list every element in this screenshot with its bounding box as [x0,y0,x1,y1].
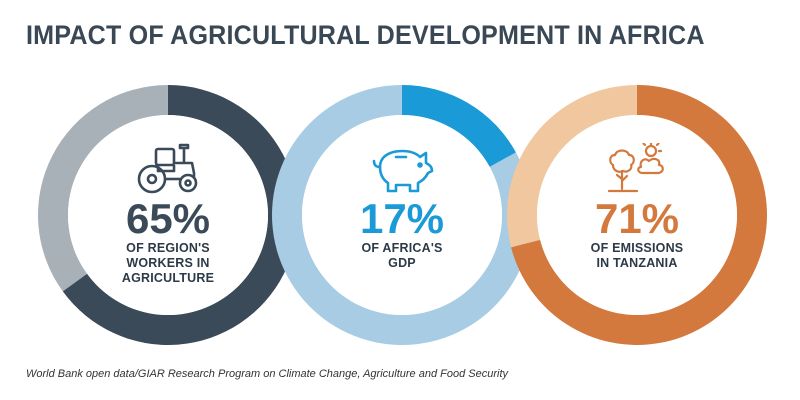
donut-hole [302,115,502,315]
donut-remainder-segment [38,85,168,292]
donut-3 [507,85,768,345]
tractor-icon [137,143,198,194]
donut-hole [68,115,268,315]
donut-label-line: OF EMISSIONS [590,241,684,255]
percentage-value: 65% [125,195,211,242]
donut-label-line: OF REGION'S [126,241,210,255]
donut-charts [38,85,768,346]
donut-1 [38,85,299,346]
donut-center-1: 65% OF REGION'S WORKERS IN AGRICULTURE [83,143,253,286]
piggy-bank-icon [372,149,434,193]
donut-value-segment [402,85,516,167]
donut-hole [537,115,737,315]
source-note: World Bank open data/GIAR Research Progr… [26,368,508,380]
donut-remainder-segment [507,85,637,248]
donut-label-line: IN TANZANIA [596,256,678,270]
donut-label-line: WORKERS IN [126,256,210,270]
weather-tree-icon [607,143,664,193]
donut-label-line: OF AFRICA'S [361,241,443,255]
percentage-value: 71% [594,195,680,242]
donut-center-2: 17% OF AFRICA'S GDP [317,143,487,271]
chart-title: IMPACT OF AGRICULTURAL DEVELOPMENT IN AF… [26,20,705,50]
donut-center-3: 71% OF EMISSIONS IN TANZANIA [552,143,722,271]
donut-label-line: GDP [388,256,416,270]
donut-label-line: AGRICULTURE [121,271,215,285]
donut-2 [271,85,532,345]
percentage-value: 17% [359,195,445,242]
